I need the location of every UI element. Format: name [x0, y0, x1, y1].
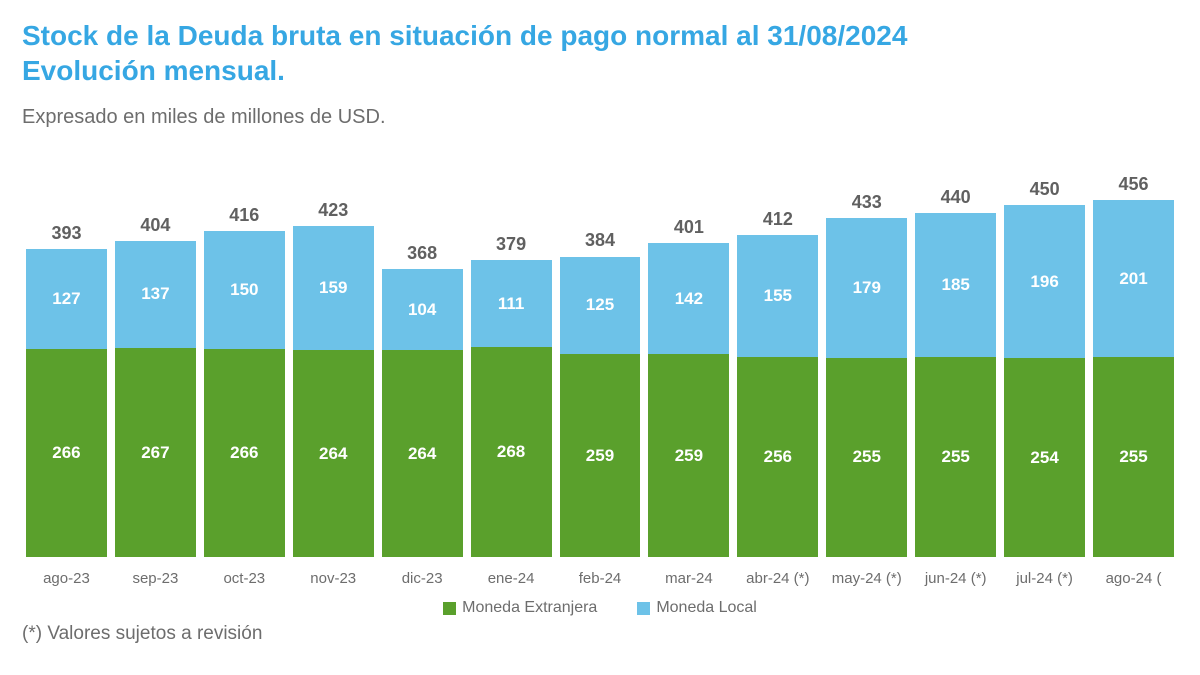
- x-axis-label: ago-24 (: [1089, 570, 1178, 587]
- bar-stack: 254196450: [1004, 205, 1085, 557]
- segment-local: 142: [648, 243, 729, 354]
- total-label: 412: [737, 209, 818, 230]
- x-axis: ago-23sep-23oct-23nov-23dic-23ene-24feb-…: [22, 570, 1178, 587]
- total-label: 384: [560, 230, 641, 251]
- bar-stack: 267137404: [115, 241, 196, 557]
- bar-stack: 268111379: [471, 260, 552, 557]
- segment-extranjera: 254: [1004, 358, 1085, 557]
- segment-local: 125: [560, 257, 641, 355]
- x-axis-label: sep-23: [111, 570, 200, 587]
- total-label: 433: [826, 192, 907, 213]
- x-axis-label: mar-24: [644, 570, 733, 587]
- bar-column: 264159 423: [289, 197, 378, 557]
- segment-local: 104: [382, 269, 463, 350]
- total-label: 393: [26, 223, 107, 244]
- segment-extranjera: 264: [293, 350, 374, 557]
- legend: Moneda Extranjera Moneda Local: [22, 599, 1178, 617]
- plot-area: 2661273932671374042661504162641594232641…: [22, 197, 1178, 557]
- segment-local: 127: [26, 249, 107, 348]
- title-line-1: Stock de la Deuda bruta en situación de …: [22, 20, 907, 51]
- total-label: 440: [915, 187, 996, 208]
- bar-stack: 259125384: [560, 256, 641, 557]
- total-label: 404: [115, 215, 196, 236]
- page: Stock de la Deuda bruta en situación de …: [0, 0, 1200, 645]
- segment-local: 137: [115, 241, 196, 348]
- x-axis-label: ene-24: [467, 570, 556, 587]
- bar-column: 264104 368: [378, 197, 467, 557]
- segment-local: 111: [471, 260, 552, 347]
- segment-extranjera: 256: [737, 357, 818, 557]
- total-label: 401: [648, 217, 729, 238]
- x-axis-label: dic-23: [378, 570, 467, 587]
- chart-title: Stock de la Deuda bruta en situación de …: [22, 18, 1178, 88]
- segment-extranjera: 264: [382, 350, 463, 557]
- segment-local: 155: [737, 235, 818, 356]
- segment-local: 159: [293, 226, 374, 350]
- footnote: (*) Valores sujetos a revisión: [22, 623, 1178, 645]
- segment-extranjera: 259: [648, 354, 729, 557]
- segment-extranjera: 255: [915, 357, 996, 557]
- segment-extranjera: 266: [204, 349, 285, 557]
- total-label: 450: [1004, 179, 1085, 200]
- bar-column: 266150 416: [200, 197, 289, 557]
- bar-stack: 259142401: [648, 243, 729, 557]
- total-label: 456: [1093, 174, 1174, 195]
- legend-swatch-local: [637, 602, 650, 615]
- bar-stack: 256155412: [737, 235, 818, 557]
- total-label: 379: [471, 234, 552, 255]
- legend-item-extranjera: Moneda Extranjera: [443, 599, 597, 617]
- bar-stack: 255201456: [1093, 200, 1174, 557]
- bar-stack: 264104368: [382, 269, 463, 557]
- segment-local: 201: [1093, 200, 1174, 357]
- bar-stack: 266127393: [26, 249, 107, 557]
- x-axis-label: nov-23: [289, 570, 378, 587]
- segment-extranjera: 268: [471, 347, 552, 557]
- bar-column: 255185440: [911, 197, 1000, 557]
- legend-swatch-extranjera: [443, 602, 456, 615]
- legend-item-local: Moneda Local: [637, 599, 757, 617]
- segment-extranjera: 259: [560, 354, 641, 557]
- bar-column: 256155 412: [733, 197, 822, 557]
- x-axis-label: oct-23: [200, 570, 289, 587]
- x-axis-label: feb-24: [556, 570, 645, 587]
- total-label: 423: [293, 200, 374, 221]
- segment-extranjera: 255: [1093, 357, 1174, 557]
- bar-column: 268111 379: [467, 197, 556, 557]
- bar-column: 255179433: [822, 197, 911, 557]
- legend-label-local: Moneda Local: [656, 599, 757, 617]
- segment-extranjera: 255: [826, 358, 907, 557]
- bar-column: 266127 393: [22, 197, 111, 557]
- bar-stack: 266150416: [204, 231, 285, 557]
- x-axis-label: may-24 (*): [822, 570, 911, 587]
- bar-stack: 255179433: [826, 218, 907, 557]
- x-axis-label: jul-24 (*): [1000, 570, 1089, 587]
- total-label: 368: [382, 243, 463, 264]
- title-line-2: Evolución mensual.: [22, 55, 285, 86]
- x-axis-label: jun-24 (*): [911, 570, 1000, 587]
- x-axis-label: ago-23: [22, 570, 111, 587]
- total-label: 416: [204, 205, 285, 226]
- bar-column: 259125 384: [556, 197, 645, 557]
- bar-column: 254196450: [1000, 197, 1089, 557]
- segment-extranjera: 266: [26, 349, 107, 557]
- x-axis-label: abr-24 (*): [733, 570, 822, 587]
- chart-subtitle: Expresado en miles de millones de USD.: [22, 106, 1178, 129]
- segment-local: 196: [1004, 205, 1085, 358]
- bar-stack: 264159423: [293, 226, 374, 557]
- segment-local: 179: [826, 218, 907, 358]
- segment-local: 150: [204, 231, 285, 348]
- segment-local: 185: [915, 213, 996, 358]
- bars-container: 2661273932671374042661504162641594232641…: [22, 197, 1178, 557]
- bar-column: 267137 404: [111, 197, 200, 557]
- segment-extranjera: 267: [115, 348, 196, 557]
- legend-label-extranjera: Moneda Extranjera: [462, 599, 597, 617]
- bar-stack: 255185440: [915, 213, 996, 557]
- bar-column: 255201456: [1089, 197, 1178, 557]
- bar-column: 259142 401: [644, 197, 733, 557]
- chart: 2661273932671374042661504162641594232641…: [22, 157, 1178, 617]
